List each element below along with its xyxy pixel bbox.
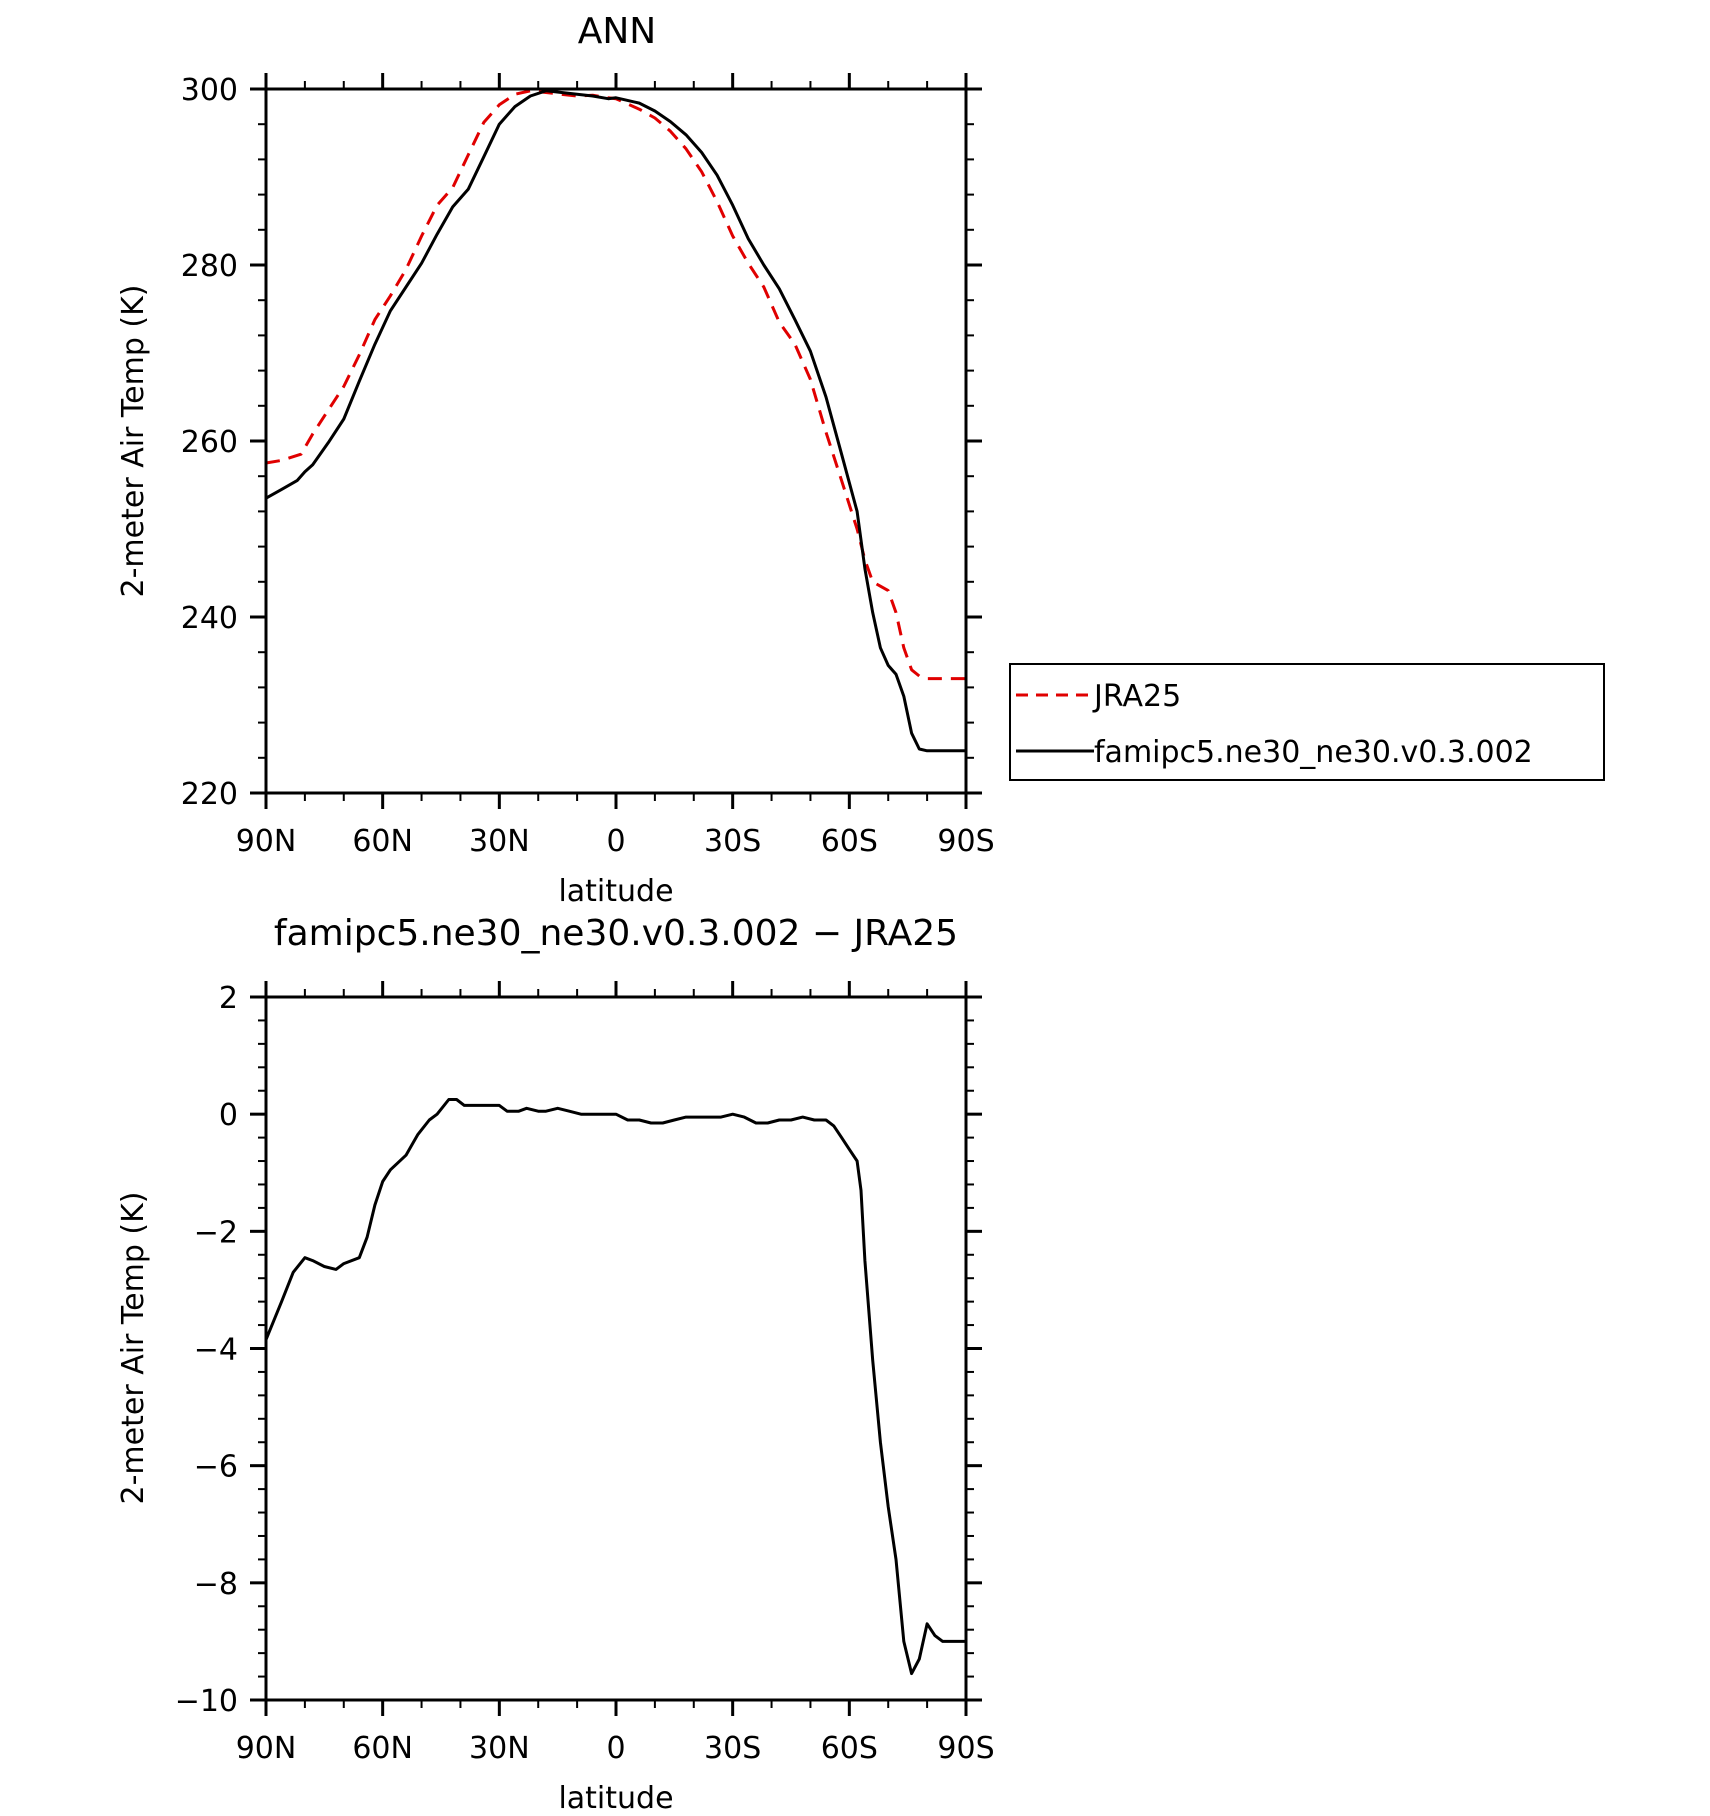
y-tick-label: 280: [181, 249, 238, 284]
x-tick-label: 60N: [352, 824, 413, 859]
y-axis-label: 2-meter Air Temp (K): [116, 1192, 151, 1505]
y-tick-label: −8: [194, 1567, 238, 1602]
x-tick-label: 30S: [704, 824, 761, 859]
difference-panel: famipc5.ne30_ne30.v0.3.002 − JRA25 90N 60…: [116, 913, 995, 1816]
tick-group: 90N 60N 30N 0 30S 60S 90S −10 −8 −6 −4 −2 0 2: [175, 981, 995, 1766]
series-group: [264, 1098, 966, 1676]
legend-label-model: famipc5.ne30_ne30.v0.3.002: [1094, 735, 1533, 770]
y-tick-label: −4: [194, 1333, 238, 1368]
x-tick-label: 90N: [236, 824, 297, 859]
x-tick-label: 30N: [469, 1731, 530, 1766]
x-tick-label: 60S: [821, 1731, 878, 1766]
y-tick-label: −6: [194, 1450, 238, 1485]
y-tick-label: 240: [181, 601, 238, 636]
y-tick-label: 300: [181, 73, 238, 108]
y-tick-label: 260: [181, 425, 238, 460]
x-tick-label: 0: [606, 824, 625, 859]
x-tick-label: 60S: [821, 824, 878, 859]
temperature-panel: ANN 90N 60N 30N 0 30S 60S 90S 220 240 260 280 300 2…: [116, 11, 1605, 909]
tick-group: 90N 60N 30N 0 30S 60S 90S 220 240 260 280 300: [181, 73, 995, 859]
series-line-famipc5-ne30-ne30-v0-3-002: [265, 89, 966, 753]
x-tick-label: 30N: [469, 824, 530, 859]
y-tick-label: 0: [219, 1098, 238, 1133]
series-line-difference: [264, 1098, 966, 1676]
legend-box: [1009, 663, 1605, 781]
y-axis-label: 2-meter Air Temp (K): [116, 285, 151, 598]
x-tick-label: 30S: [704, 1731, 761, 1766]
plot-frame: [264, 87, 968, 795]
y-tick-label: −10: [175, 1684, 238, 1719]
x-tick-label: 0: [606, 1731, 625, 1766]
y-tick-label: 220: [181, 777, 238, 812]
y-tick-label: −2: [194, 1215, 238, 1250]
panel-title: ANN: [578, 11, 657, 52]
y-tick-label: 2: [219, 981, 238, 1016]
legend: JRA25 famipc5.ne30_ne30.v0.3.002: [1009, 663, 1605, 781]
series-line-jra25: [265, 89, 966, 681]
series-group: [265, 89, 966, 753]
plot-frame: [264, 995, 968, 1702]
panel-title: famipc5.ne30_ne30.v0.3.002 − JRA25: [274, 913, 958, 954]
x-axis-label: latitude: [558, 874, 673, 909]
legend-label-jra25: JRA25: [1092, 679, 1181, 714]
x-tick-label: 60N: [352, 1731, 413, 1766]
x-tick-label: 90N: [236, 1731, 297, 1766]
x-tick-label: 90S: [937, 1731, 994, 1766]
x-tick-label: 90S: [937, 824, 994, 859]
x-axis-label: latitude: [558, 1781, 673, 1816]
